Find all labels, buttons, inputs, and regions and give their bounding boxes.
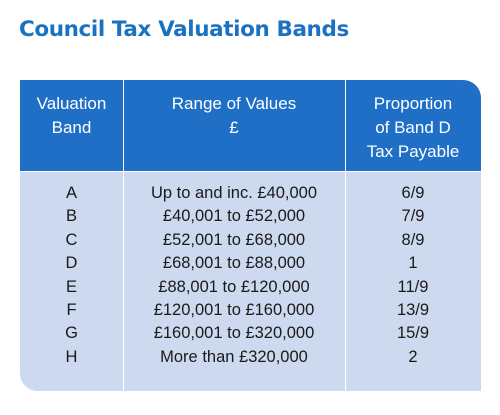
proportion-cell: 6/9	[401, 184, 425, 202]
header-band-line-2: Band	[51, 118, 92, 137]
proportion-column: 6/9 7/9 8/9 1 11/9 13/9 15/9 2	[345, 171, 481, 391]
band-cell: B	[65, 207, 77, 226]
valuation-bands-table: Valuation Band Range of Values £ Proport…	[20, 80, 481, 391]
range-cell: £68,001 to £88,000	[162, 254, 306, 273]
header-cell-band: Valuation Band	[20, 80, 123, 171]
header-cell-proportion: Proportion of Band D Tax Payable	[345, 80, 481, 171]
proportion-cell: 13/9	[396, 301, 430, 320]
band-cell: A	[65, 184, 77, 202]
proportion-cell: 15/9	[396, 324, 430, 343]
header-range-line-1: Range of Values	[171, 94, 297, 113]
header-proportion-line-3: Tax Payable	[366, 142, 460, 161]
page-title: Council Tax Valuation Bands	[19, 17, 349, 42]
column-divider	[123, 80, 124, 391]
header-band-line-1: Valuation	[36, 94, 107, 113]
header-range-line-2: £	[229, 118, 239, 137]
band-column: A B C D E F G H	[20, 171, 123, 391]
header-divider	[20, 171, 481, 172]
proportion-cell: 7/9	[401, 207, 425, 226]
header-proportion-line-2: of Band D	[375, 118, 451, 137]
band-cell: G	[65, 324, 78, 343]
proportion-cell: 2	[408, 347, 418, 366]
range-column: Up to and inc. £40,000 £40,001 to £52,00…	[123, 171, 345, 391]
range-cell: £88,001 to £120,000	[158, 277, 310, 296]
range-cell: More than £320,000	[160, 347, 308, 366]
band-cell: E	[65, 277, 77, 296]
band-cell: C	[65, 230, 78, 249]
proportion-cell: 8/9	[401, 230, 425, 249]
band-cell: F	[66, 301, 77, 320]
range-cell: £52,001 to £68,000	[162, 230, 306, 249]
header-cell-range: Range of Values £	[123, 80, 345, 171]
column-divider	[345, 80, 346, 391]
table-header-row: Valuation Band Range of Values £ Proport…	[20, 80, 481, 171]
range-cell: £120,001 to £160,000	[153, 301, 315, 320]
band-cell: H	[65, 347, 78, 366]
range-cell: £160,001 to £320,000	[153, 324, 315, 343]
header-proportion-line-1: Proportion	[373, 94, 453, 113]
proportion-cell: 11/9	[397, 277, 429, 296]
band-cell: D	[65, 254, 78, 273]
table-body: A B C D E F G H Up to and inc. £40,000 £…	[20, 171, 481, 391]
range-cell: £40,001 to £52,000	[162, 207, 306, 226]
proportion-cell: 1	[408, 254, 418, 273]
range-cell: Up to and inc. £40,000	[150, 184, 318, 202]
